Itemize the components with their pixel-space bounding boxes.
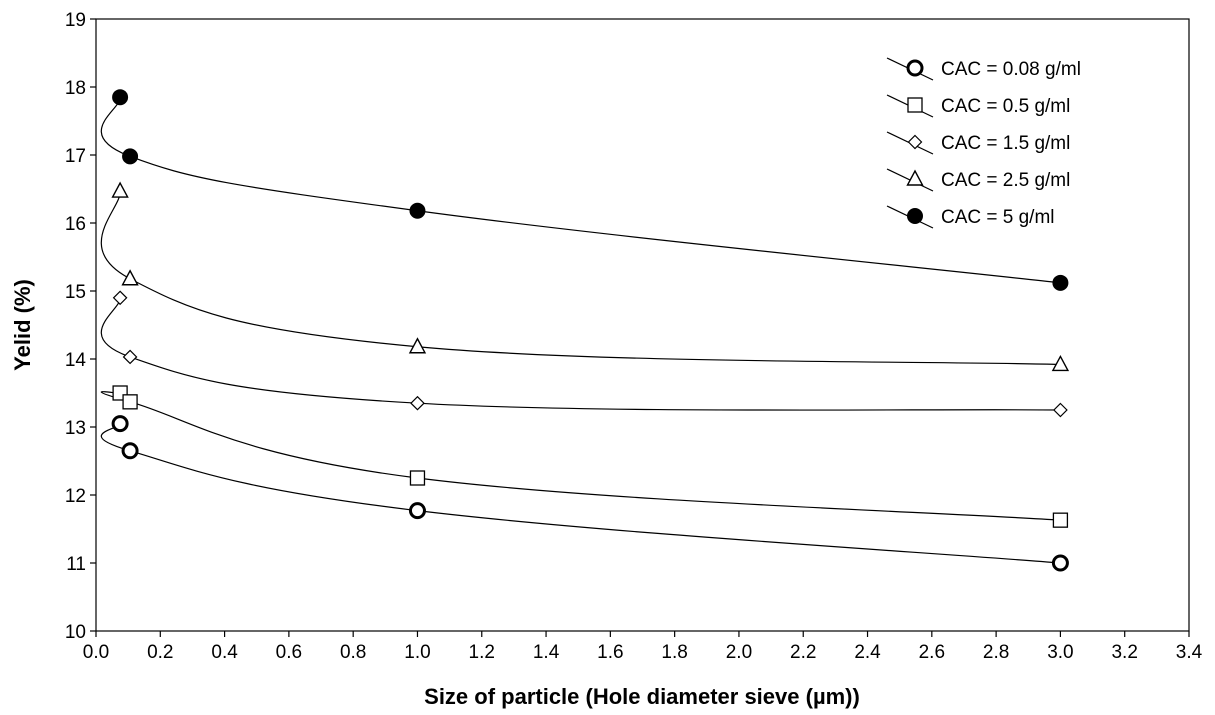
y-tick-label: 15 <box>65 282 86 303</box>
legend-label: CAC = 5 g/ml <box>941 207 1055 228</box>
x-tick-label: 1.2 <box>469 642 495 663</box>
y-tick-label: 11 <box>66 554 86 575</box>
x-tick-label: 1.6 <box>597 642 623 663</box>
y-axis-title: Yelid (%) <box>10 279 35 371</box>
y-tick-label: 16 <box>65 214 86 235</box>
y-tick-label: 18 <box>65 78 86 99</box>
data-point-square <box>907 97 923 113</box>
data-point-diamond <box>122 349 138 365</box>
legend-label: CAC = 2.5 g/ml <box>941 170 1070 191</box>
data-point-filled-circle <box>907 208 923 224</box>
series-line <box>100 190 1061 366</box>
series <box>100 181 1070 372</box>
y-axis: 10 11 12 13 14 15 16 17 18 19 <box>65 10 96 643</box>
series-line <box>100 297 1061 411</box>
data-point-triangle <box>121 269 139 286</box>
data-point-square <box>122 394 138 410</box>
series-line <box>100 97 1061 284</box>
data-point-circle <box>111 415 129 433</box>
legend-item: CAC = 0.5 g/ml <box>886 94 1070 118</box>
data-point-diamond <box>410 395 425 411</box>
legend-item: CAC = 0.08 g/ml <box>886 57 1081 81</box>
y-tick-label: 14 <box>65 350 87 371</box>
x-tick-label: 1.0 <box>404 642 430 663</box>
data-point-square <box>409 470 426 486</box>
x-tick-label: 2.2 <box>790 642 816 663</box>
data-point-circle <box>408 502 426 520</box>
data-point-filled-circle <box>409 202 426 219</box>
x-tick-label: 0.8 <box>340 642 366 663</box>
data-point-triangle <box>906 169 924 186</box>
data-point-diamond <box>907 134 923 150</box>
series <box>100 385 1069 528</box>
legend-label: CAC = 0.08 g/ml <box>941 59 1081 80</box>
data-point-filled-circle <box>1052 274 1069 291</box>
x-tick-label: 0.0 <box>83 642 109 663</box>
series-line <box>100 423 1061 564</box>
x-tick-label: 3.2 <box>1111 642 1137 663</box>
data-point-circle <box>1051 554 1069 572</box>
x-tick-label: 0.2 <box>147 642 173 663</box>
data-point-triangle <box>408 337 427 354</box>
data-point-circle <box>906 59 924 77</box>
legend-item: CAC = 2.5 g/ml <box>886 168 1070 192</box>
legend-label: CAC = 0.5 g/ml <box>941 96 1070 117</box>
x-tick-label: 3.0 <box>1047 642 1073 663</box>
data-point-square <box>1052 512 1069 528</box>
data-point-diamond <box>1053 402 1068 418</box>
data-point-triangle <box>1051 354 1070 372</box>
x-tick-label: 1.4 <box>533 642 560 663</box>
x-tick-label: 1.8 <box>661 642 687 663</box>
x-tick-label: 0.4 <box>211 642 238 663</box>
legend-label: CAC = 1.5 g/ml <box>941 133 1070 154</box>
legend-item: CAC = 5 g/ml <box>886 205 1055 229</box>
y-tick-label: 17 <box>65 146 86 167</box>
data-point-circle <box>121 442 139 460</box>
data-point-filled-circle <box>122 148 139 165</box>
series-layer <box>100 89 1070 572</box>
x-tick-label: 0.6 <box>276 642 302 663</box>
y-tick-label: 10 <box>65 622 86 643</box>
legend-item: CAC = 1.5 g/ml <box>886 131 1070 155</box>
y-tick-label: 13 <box>65 418 86 439</box>
data-point-triangle <box>111 181 129 198</box>
x-axis-title: Size of particle (Hole diameter sieve (µ… <box>424 684 860 709</box>
legend: CAC = 0.08 g/ml CAC = 0.5 g/ml CAC = 1.5 g… <box>886 57 1081 229</box>
x-tick-label: 2.8 <box>983 642 1009 663</box>
y-tick-label: 19 <box>65 10 86 31</box>
data-point-diamond <box>112 290 128 306</box>
series-line <box>100 391 1061 521</box>
x-tick-label: 2.4 <box>854 642 881 663</box>
series <box>100 415 1069 572</box>
plot-frame <box>95 18 1190 632</box>
data-point-filled-circle <box>112 89 129 106</box>
x-tick-label: 2.6 <box>919 642 945 663</box>
x-tick-label: 3.4 <box>1176 642 1203 663</box>
series <box>100 290 1068 418</box>
x-tick-label: 2.0 <box>726 642 752 663</box>
series <box>100 89 1069 291</box>
x-axis: 0.0 0.2 0.4 0.6 0.8 1.0 1.2 1.4 1.6 1.8 2.0 2.2 2.4 2… <box>83 631 1203 663</box>
y-tick-label: 12 <box>65 486 86 507</box>
